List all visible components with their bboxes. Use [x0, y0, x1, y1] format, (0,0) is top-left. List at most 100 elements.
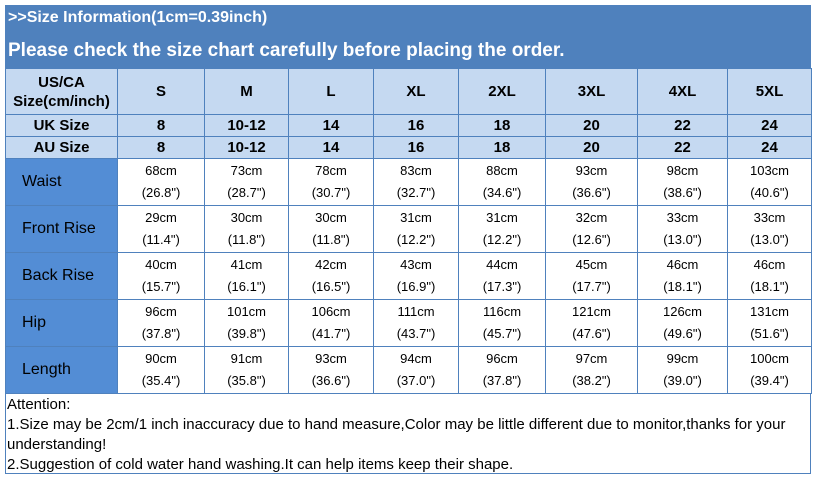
inch-value: (39.8") [227, 326, 266, 341]
inch-value: (37.0") [396, 373, 436, 388]
measurement-cell: 45cm (17.7") [545, 252, 638, 300]
measurement-cell: 31cm (12.2") [458, 205, 546, 253]
size-value: 5XL [727, 68, 812, 115]
measurement-cell: 33cm (13.0") [727, 205, 812, 253]
size-header-row: US/CA Size(cm/inch) S M L XL 2XL 3XL 4XL 5XL [5, 68, 812, 115]
attention-notes: Attention: 1.Size may be 2cm/1 inch inac… [5, 394, 811, 474]
measurement-cell: 90cm (35.4") [117, 346, 205, 394]
measurement-cell: 93cm (36.6") [288, 346, 374, 394]
inch-value: (17.3") [482, 279, 522, 294]
inch-value: (36.6") [572, 185, 611, 200]
cm-value: 68cm [145, 163, 177, 178]
measurement-cell: 42cm (16.5") [288, 252, 374, 300]
cm-value: 30cm [230, 210, 263, 225]
cm-value: 126cm [662, 304, 703, 319]
measurement-cell: 31cm (12.2") [373, 205, 459, 253]
measurement-cell: 33cm (13.0") [637, 205, 728, 253]
measurement-cell: 78cm (30.7") [288, 158, 374, 206]
inch-value: (39.4") [750, 373, 789, 388]
measurement-cell: 30cm (11.8") [204, 205, 289, 253]
cm-value: 99cm [666, 351, 699, 366]
attention-line: 1.Size may be 2cm/1 inch inaccuracy due … [7, 416, 786, 453]
cm-value: 111cm [397, 304, 435, 319]
cm-value: 30cm [315, 210, 347, 225]
measurement-cell: 121cm (47.6") [545, 299, 638, 347]
cm-value: 121cm [571, 304, 612, 319]
size-value: 20 [545, 136, 638, 159]
inch-value: (51.6") [750, 326, 789, 341]
attention-line: 2.Suggestion of cold water hand washing.… [7, 456, 514, 473]
cm-value: 98cm [666, 163, 699, 178]
inch-value: (45.7") [482, 326, 522, 341]
measurement-cell: 96cm (37.8") [458, 346, 546, 394]
size-value: 14 [288, 136, 374, 159]
cm-value: 78cm [315, 163, 347, 178]
cm-value: 83cm [400, 163, 432, 178]
cm-value: 42cm [315, 257, 347, 272]
cm-value: 93cm [315, 351, 347, 366]
cm-value: 41cm [230, 257, 263, 272]
size-info-banner: >>Size Information(1cm=0.39inch) Please … [5, 5, 811, 68]
cm-value: 33cm [666, 210, 699, 225]
size-header-row: UK Size 8 10-12 14 16 18 20 22 24 [5, 114, 812, 137]
measurement-cell: 131cm (51.6") [727, 299, 812, 347]
size-header-row: AU Size 8 10-12 14 16 18 20 22 24 [5, 136, 812, 159]
size-table: US/CA Size(cm/inch) S M L XL 2XL 3XL 4XL 5XL UK S… [5, 68, 812, 394]
inch-value: (40.6") [750, 185, 789, 200]
cm-value: 46cm [753, 257, 786, 272]
inch-value: (43.7") [396, 326, 436, 341]
size-chart: >>Size Information(1cm=0.39inch) Please … [5, 5, 812, 474]
inch-value: (30.7") [311, 185, 351, 200]
measurement-name: Waist [5, 158, 118, 206]
inch-value: (39.0") [663, 373, 702, 388]
cm-value: 44cm [486, 257, 518, 272]
measurement-cell: 30cm (11.8") [288, 205, 374, 253]
inch-value: (32.7") [396, 185, 436, 200]
size-value: 18 [458, 114, 546, 137]
cm-value: 96cm [486, 351, 518, 366]
measurement-row: Hip 96cm (37.8") 101cm (39.8") 106cm (41.7") 11… [5, 299, 812, 347]
size-value: 4XL [637, 68, 728, 115]
inch-value: (28.7") [227, 185, 266, 200]
measurement-cell: 46cm (18.1") [637, 252, 728, 300]
measurement-cell: 116cm (45.7") [458, 299, 546, 347]
measurement-name: Length [5, 346, 118, 394]
size-system-label: UK Size [5, 114, 118, 137]
measurement-cell: 88cm (34.6") [458, 158, 546, 206]
size-value: S [117, 68, 205, 115]
size-value: 22 [637, 114, 728, 137]
measurement-cell: 103cm (40.6") [727, 158, 812, 206]
size-value: M [204, 68, 289, 115]
cm-value: 106cm [311, 304, 351, 319]
inch-value: (11.8") [227, 232, 266, 247]
inch-value: (15.7") [141, 279, 181, 294]
measurement-cell: 111cm (43.7") [373, 299, 459, 347]
cm-value: 100cm [749, 351, 790, 366]
inch-value: (12.2") [396, 232, 436, 247]
measurement-row: Length 90cm (35.4") 91cm (35.8") 93cm (36.6") 9… [5, 346, 812, 394]
cm-value: 116cm [482, 304, 522, 319]
measurement-cell: 91cm (35.8") [204, 346, 289, 394]
inch-value: (37.8") [141, 326, 181, 341]
inch-value: (16.5") [311, 279, 351, 294]
size-value: 2XL [458, 68, 546, 115]
cm-value: 96cm [145, 304, 177, 319]
inch-value: (35.4") [141, 373, 181, 388]
cm-value: 101cm [226, 304, 267, 319]
cm-value: 91cm [230, 351, 263, 366]
measurement-row: Waist 68cm (26.8") 73cm (28.7") 78cm (30.7") 83… [5, 158, 812, 206]
measurement-row: Front Rise 29cm (11.4") 30cm (11.8") 30cm (11.… [5, 205, 812, 253]
cm-value: 94cm [400, 351, 432, 366]
inch-value: (18.1") [663, 279, 702, 294]
size-value: 10-12 [204, 136, 289, 159]
cm-value: 103cm [749, 163, 790, 178]
measurement-cell: 46cm (18.1") [727, 252, 812, 300]
measurement-name: Hip [5, 299, 118, 347]
inch-value: (38.2") [572, 373, 611, 388]
inch-value: (13.0") [663, 232, 702, 247]
size-value: 24 [727, 114, 812, 137]
inch-value: (41.7") [311, 326, 351, 341]
banner-subtitle: Please check the size chart carefully be… [8, 40, 565, 61]
size-system-label: AU Size [5, 136, 118, 159]
measurement-cell: 83cm (32.7") [373, 158, 459, 206]
